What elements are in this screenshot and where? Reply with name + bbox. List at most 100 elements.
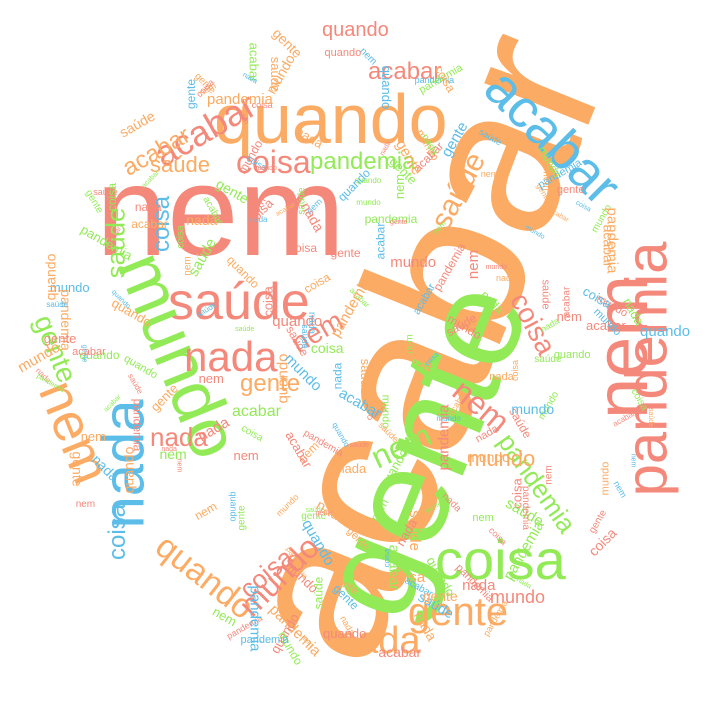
- cloud-word: pandemia: [310, 148, 416, 175]
- cloud-word: pandemia: [364, 211, 418, 226]
- cloud-word: acabar: [72, 346, 106, 359]
- cloud-word: nem: [175, 459, 183, 473]
- cloud-word: mundo: [485, 264, 508, 272]
- cloud-word: nem: [556, 308, 582, 324]
- cloud-word: saúde: [116, 107, 158, 141]
- cloud-word: coisa: [289, 241, 318, 256]
- cloud-word: coisa: [104, 182, 119, 211]
- cloud-word: mundo: [356, 197, 381, 207]
- cloud-word: coisa: [104, 503, 132, 561]
- cloud-word: acabar: [373, 222, 388, 259]
- cloud-word: nada: [186, 211, 218, 228]
- cloud-word: saúde: [539, 279, 552, 310]
- cloud-word: nada: [462, 577, 496, 595]
- cloud-word: saúde: [126, 371, 145, 396]
- cloud-word: gente: [408, 590, 509, 634]
- cloud-word: quando: [79, 348, 120, 363]
- cloud-word: quando: [322, 19, 389, 41]
- cloud-word: quando: [322, 626, 367, 642]
- cloud-word: nem: [80, 429, 106, 445]
- cloud-word: acabar: [586, 317, 626, 333]
- cloud-word: gente: [240, 370, 301, 397]
- cloud-word: quando: [553, 349, 591, 362]
- cloud-word: nem: [464, 250, 482, 280]
- cloud-word: nada: [337, 461, 367, 477]
- cloud-word: nada: [330, 363, 345, 390]
- cloud-word: mundo: [467, 449, 510, 466]
- cloud-word: saúde: [150, 152, 210, 177]
- cloud-word: nada: [336, 620, 421, 662]
- cloud-word: coisa: [435, 528, 566, 591]
- cloud-word: pandemia: [207, 91, 273, 109]
- cloud-word: gente: [236, 505, 248, 531]
- cloud-word: pandemia: [603, 207, 621, 274]
- cloud-word: quando: [640, 322, 691, 340]
- cloud-word: coisa: [382, 548, 392, 568]
- cloud-word: saúde: [311, 576, 326, 610]
- cloud-word: acabar: [378, 644, 422, 661]
- cloud-word: saúde: [299, 323, 310, 349]
- cloud-word: pandemia: [240, 634, 289, 647]
- cloud-word: pandemia: [130, 398, 145, 452]
- cloud-word: nada: [150, 422, 208, 452]
- cloud-word: nem: [544, 465, 556, 485]
- cloud-word: saúde: [349, 441, 369, 449]
- cloud-word: pandemia: [614, 241, 680, 497]
- cloud-word: nem: [191, 499, 219, 524]
- cloud-word: nada: [134, 200, 162, 215]
- cloud-word: acabar: [368, 58, 442, 85]
- cloud-word: coisa: [310, 340, 344, 357]
- cloud-word: coisa: [236, 144, 311, 180]
- cloud-word: nada: [184, 333, 278, 380]
- cloud-word: quando: [272, 313, 323, 331]
- cloud-word: quando: [354, 175, 382, 185]
- cloud-word: quando: [253, 165, 277, 173]
- cloud-word: gente: [556, 184, 585, 197]
- cloud-word: gente: [422, 588, 458, 605]
- cloud-word: mundo: [511, 401, 555, 418]
- cloud-word: quando: [379, 65, 395, 109]
- cloud-word: gente: [183, 78, 198, 109]
- cloud-word: nem: [96, 140, 345, 283]
- cloud-word: coisa: [175, 224, 187, 249]
- cloud-word: acabar: [561, 286, 573, 317]
- cloud-word: gente: [269, 24, 306, 62]
- cloud-word: nem: [480, 169, 499, 180]
- cloud-word: gente: [43, 331, 77, 347]
- cloud-word: gente: [315, 509, 334, 517]
- cloud-word: saúde: [235, 325, 255, 333]
- cloud-word: nada: [161, 446, 177, 454]
- cloud-word: mundo: [599, 461, 612, 496]
- cloud-word: nem: [472, 512, 494, 525]
- cloud-word: nem: [392, 173, 408, 199]
- cloud-word: mundo: [468, 446, 536, 471]
- cloud-word: saúde: [534, 354, 562, 366]
- cloud-word: gente: [69, 451, 86, 487]
- cloud-word: quando: [41, 253, 58, 301]
- cloud-word: saúde: [646, 408, 654, 428]
- cloud-word: nada: [249, 215, 268, 225]
- cloud-word: coisa: [261, 286, 277, 317]
- cloud-word: mundo: [390, 253, 437, 271]
- cloud-word: gente: [330, 245, 361, 260]
- cloud-word: saúde: [305, 507, 325, 515]
- cloud-word: quando: [324, 47, 362, 60]
- cloud-word: saúde: [46, 300, 69, 310]
- cloud-word: saúde: [358, 358, 374, 394]
- cloud-word: mundo: [448, 362, 474, 372]
- cloud-word: nem: [628, 453, 636, 467]
- cloud-word: nem: [233, 447, 259, 463]
- cloud-word: gente: [390, 219, 408, 227]
- cloud-word: mundo: [436, 413, 461, 423]
- cloud-word: nada: [496, 273, 517, 284]
- cloud-word: gente: [301, 511, 327, 523]
- cloud-word: quando: [214, 80, 448, 158]
- cloud-word: pandemia: [520, 485, 532, 530]
- cloud-word: coisa: [251, 100, 273, 111]
- cloud-word: saúde: [168, 273, 310, 331]
- cloud-word: nem: [75, 498, 96, 510]
- cloud-word: saúde: [93, 187, 118, 198]
- cloud-word: acabar: [232, 403, 281, 420]
- cloud-word: quando: [119, 447, 136, 494]
